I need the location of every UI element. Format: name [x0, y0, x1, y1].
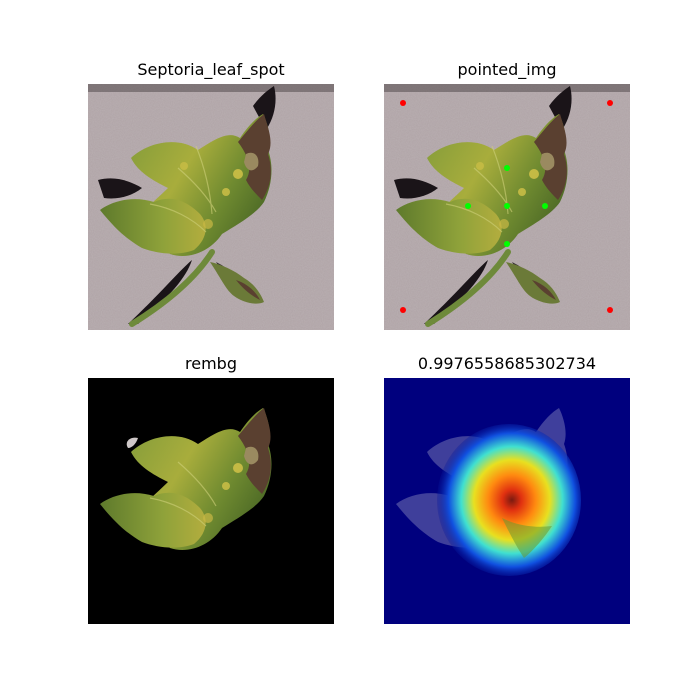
leaf-point — [542, 203, 548, 209]
leaf-point — [504, 203, 510, 209]
leaf-point — [504, 165, 510, 171]
panel-title-original: Septoria_leaf_spot — [137, 60, 285, 79]
heatmap-image — [384, 378, 630, 624]
pointed-image — [384, 84, 630, 330]
leaf-points — [465, 165, 548, 247]
panel-title-pointed: pointed_img — [457, 60, 557, 79]
original-image — [88, 84, 334, 330]
panel-title-score: 0.9976558685302734 — [417, 354, 597, 373]
corner-point — [400, 100, 406, 106]
rembg-image — [88, 378, 334, 624]
corner-point — [400, 307, 406, 313]
corner-point — [607, 307, 613, 313]
leaf-point — [465, 203, 471, 209]
leaf-point — [504, 241, 510, 247]
panel-title-rembg: rembg — [185, 354, 237, 373]
corner-point — [607, 100, 613, 106]
corner-points — [400, 100, 613, 313]
